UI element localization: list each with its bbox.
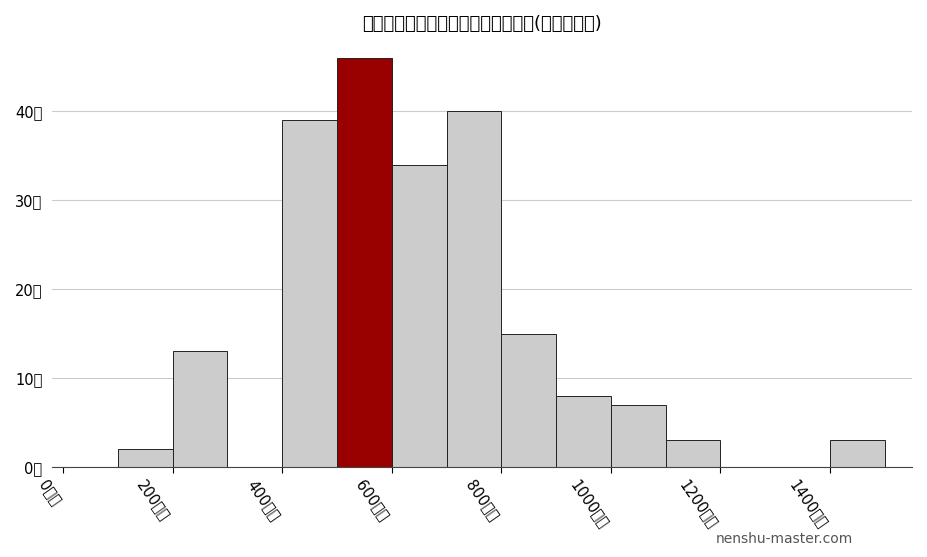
Bar (282, 120, 337, 467)
Bar (337, 58, 392, 467)
Bar (172, 351, 227, 467)
Bar (666, 440, 720, 467)
Text: nenshu-master.com: nenshu-master.com (716, 532, 853, 546)
Bar (830, 440, 884, 467)
Bar (447, 111, 502, 467)
Bar (556, 396, 611, 467)
Bar (392, 164, 447, 467)
Title: ミサワホーム中国の年収ポジション(不動産業内): ミサワホーム中国の年収ポジション(不動産業内) (362, 15, 602, 33)
Bar (502, 334, 556, 467)
Bar (118, 449, 172, 467)
Bar (611, 404, 666, 467)
